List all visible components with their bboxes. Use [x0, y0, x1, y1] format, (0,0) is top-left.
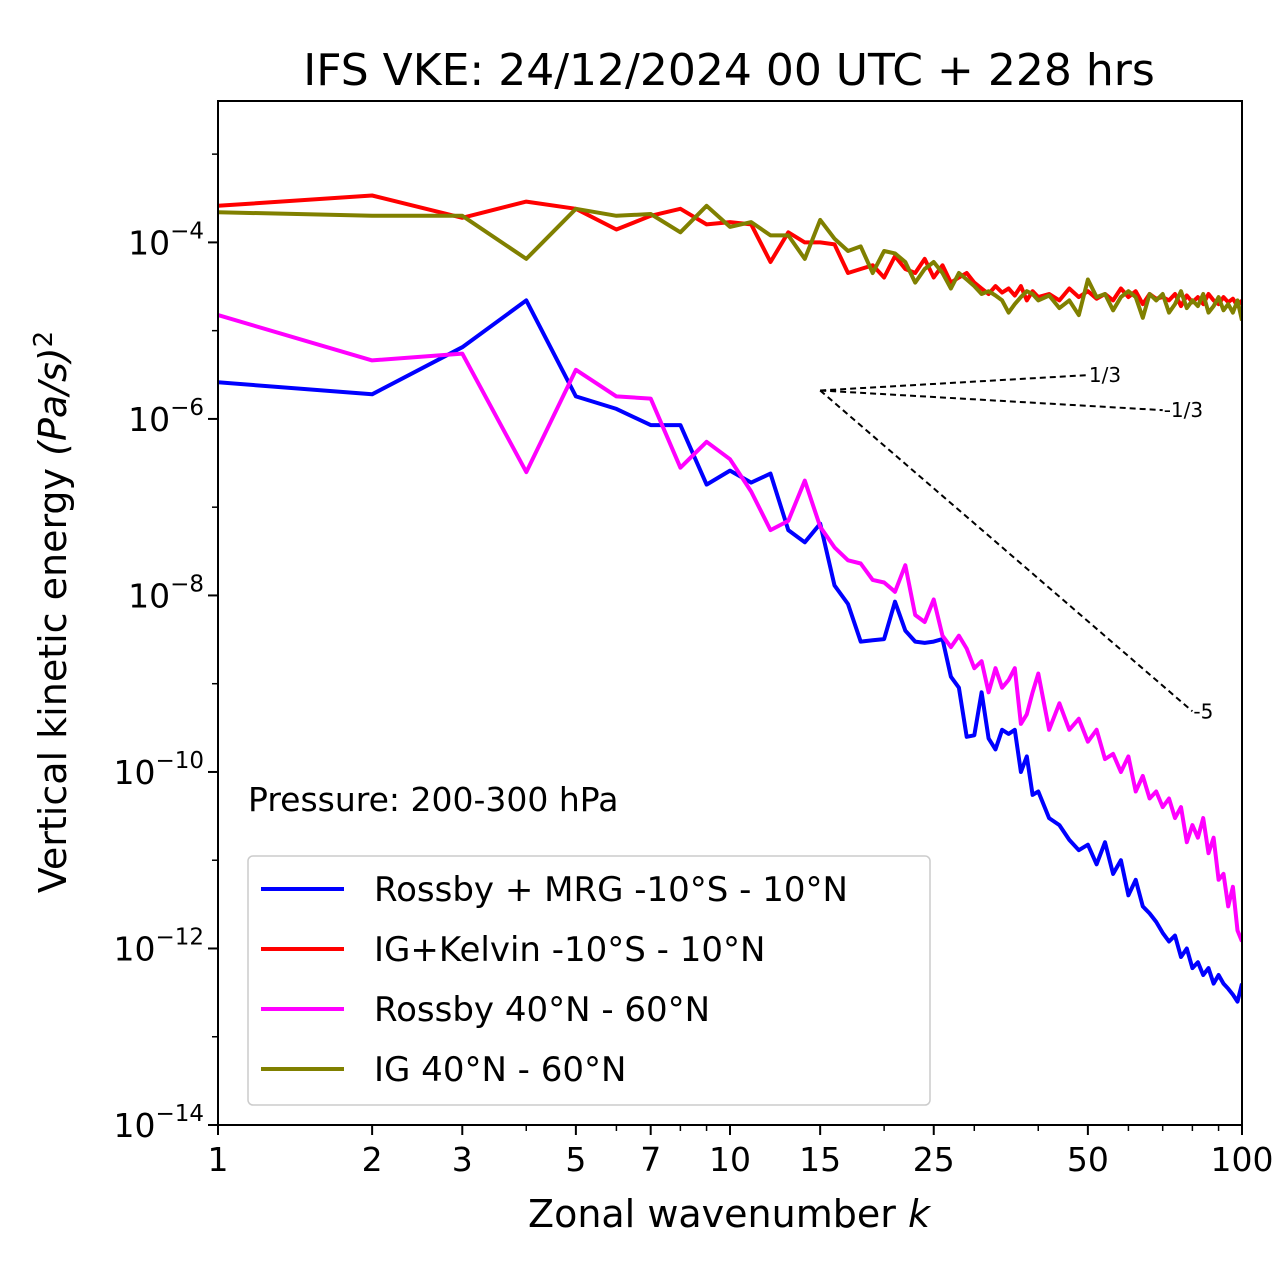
- x-tick-label: 2: [362, 1140, 383, 1179]
- y-tick-label: 10−14: [113, 1101, 204, 1145]
- legend-label-3: Rossby 40°N - 60°N: [374, 990, 710, 1030]
- legend-label-2: IG+Kelvin -10°S - 10°N: [374, 930, 765, 970]
- series-line-1: [218, 298, 1242, 1004]
- y-axis-label: Vertical kinetic energy (Pa/s)2: [29, 331, 75, 893]
- slope-line-3: [819, 389, 1194, 713]
- x-tick-label: 100: [1211, 1140, 1274, 1179]
- slope-line-2: [820, 389, 1163, 412]
- y-tick-label: 10−8: [128, 571, 204, 615]
- slope-label-1: 1/3: [1089, 363, 1121, 387]
- x-tick-label: 50: [1067, 1140, 1109, 1179]
- series-line-4: [218, 203, 1242, 322]
- x-tick-label: 1: [208, 1140, 229, 1179]
- axes: 1 2 3 5 7 10 15 25 50 100 10−14 10−12 10−10 10−8 10−6 1…: [113, 100, 1274, 1179]
- y-tick-label: 10−12: [113, 924, 204, 968]
- y-tick-label: 10−10: [113, 748, 204, 792]
- y-tick-label: 10−6: [128, 395, 204, 439]
- legend: Rossby + MRG -10°S - 10°N IG+Kelvin -10°S…: [247, 855, 931, 1106]
- series-line-2: [218, 193, 1242, 309]
- slope-label-3: -5: [1193, 699, 1213, 723]
- plot-area: [218, 193, 1242, 1004]
- chart-title: IFS VKE: 24/12/2024 00 UTC + 228 hrs: [303, 45, 1155, 96]
- y-tick-label: 10−4: [128, 218, 204, 262]
- x-tick-label: 3: [452, 1140, 473, 1179]
- x-tick-label: 25: [913, 1140, 955, 1179]
- slope-label-2: -1/3: [1164, 398, 1203, 422]
- legend-frame: [247, 855, 931, 1106]
- x-tick-label: 5: [565, 1140, 586, 1179]
- x-axis-label: Zonal wavenumber k: [528, 1192, 932, 1236]
- x-tick-label: 15: [799, 1140, 841, 1179]
- slope-line-1: [820, 374, 1088, 392]
- legend-label-1: Rossby + MRG -10°S - 10°N: [374, 870, 848, 910]
- reference-slopes: 1/3 -1/3 -5: [819, 363, 1213, 723]
- pressure-annotation: Pressure: 200-300 hPa: [248, 780, 618, 819]
- legend-label-4: IG 40°N - 60°N: [374, 1050, 626, 1090]
- x-tick-label: 7: [640, 1140, 661, 1179]
- x-tick-label: 10: [709, 1140, 751, 1179]
- series-line-3: [218, 313, 1242, 943]
